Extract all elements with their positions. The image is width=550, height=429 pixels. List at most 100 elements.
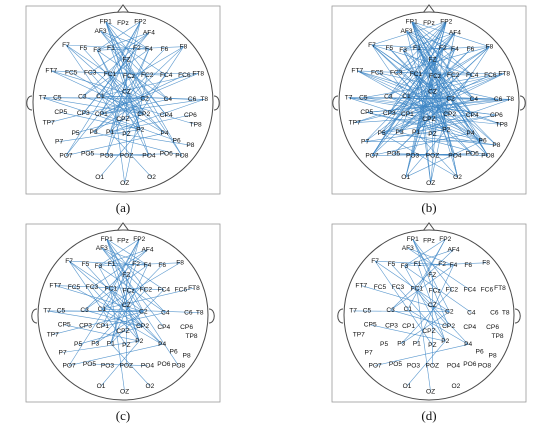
connection-line [60, 112, 141, 130]
connection-line [412, 238, 450, 312]
connection-line [85, 264, 143, 327]
electrode-label: C6 [490, 309, 499, 316]
electrode-label: C5 [359, 94, 368, 101]
electrode-label: PO5 [83, 361, 97, 368]
electrode-label: PO8 [481, 152, 495, 159]
electrode-label: CP5 [360, 109, 373, 116]
connection-line [68, 260, 127, 346]
connection-line [363, 97, 451, 99]
connection-line [374, 260, 450, 312]
electrode-label: FZ [122, 272, 130, 279]
connection-line [51, 70, 144, 115]
nose [422, 4, 436, 14]
electrode-label: PZ [428, 342, 436, 349]
connection-line [105, 21, 145, 99]
electrode-label: OZ [120, 388, 129, 395]
panel-caption: (b) [421, 200, 437, 215]
right-ear [519, 95, 526, 111]
connection-line [59, 129, 141, 142]
electrode-label: PO5 [387, 151, 401, 158]
electrode-label: C4 [467, 309, 476, 316]
electrode-label: CP3 [77, 110, 90, 117]
electrode-label: C1 [96, 93, 105, 100]
right-ear [514, 308, 521, 324]
electrode-label: F2 [438, 261, 446, 268]
electrode-label: CP3 [385, 322, 398, 329]
electrode-label: F7 [65, 258, 73, 265]
connection-line [93, 98, 145, 133]
electrode-label: O2 [146, 383, 155, 390]
connection-line [396, 32, 456, 73]
connection-line [407, 113, 483, 142]
electrode-label: P3 [91, 340, 99, 347]
electrode-label: FP2 [439, 236, 451, 243]
connection-line [100, 46, 184, 97]
electrode-label: TP8 [496, 121, 508, 128]
right-ear [208, 308, 215, 324]
electrode-label: T8 [200, 96, 208, 103]
electrode-label: PO6 [160, 151, 174, 158]
electrode-label: CP3 [79, 322, 92, 329]
electrode-label: OZ [426, 388, 435, 395]
connection-line [430, 75, 454, 184]
connection-line [395, 21, 447, 73]
electrode-label: CP4 [157, 324, 170, 331]
electrode-label: P8 [492, 142, 500, 149]
electrode-label: FC4 [158, 286, 171, 293]
electrode-label: FZ [122, 56, 130, 63]
connection-line [371, 44, 473, 76]
connection-line [405, 140, 483, 178]
connection-line [406, 95, 473, 155]
electrode-label: FZ [428, 56, 436, 63]
electrode-label: FT8 [188, 285, 200, 292]
electrode-label: CP1 [96, 323, 109, 330]
electrode-label: C2 [139, 308, 148, 315]
electrode-label: O1 [403, 383, 412, 390]
electrode-label: TP7 [353, 331, 365, 338]
electrode-label: CP4 [463, 324, 476, 331]
electrode-label: F3 [399, 47, 407, 54]
electrode-label: F5 [388, 261, 396, 268]
connection-line [388, 96, 450, 115]
connection-line [370, 324, 446, 342]
electrode-label: C3 [80, 307, 89, 314]
electrode-label: FC2 [141, 72, 154, 79]
electrode-label: T7 [345, 94, 353, 101]
electrode-label: PO8 [478, 362, 492, 369]
electrode-label: FC3 [390, 69, 403, 76]
connection-line [100, 95, 196, 125]
electrode-label: P3 [396, 129, 404, 136]
electrode-label: PZ [122, 342, 130, 349]
electrode-label: FPz [117, 20, 129, 27]
connection-line [407, 247, 470, 290]
connection-line [389, 48, 483, 142]
electrode-label: PO6 [466, 151, 480, 158]
connection-line [404, 238, 446, 267]
connection-line [42, 97, 141, 130]
connection-line [101, 309, 163, 345]
connection-line [89, 363, 148, 366]
electrode-label: P1 [412, 129, 420, 136]
connection-line [415, 131, 497, 146]
connection-line [65, 44, 127, 135]
electrode-label: F7 [62, 42, 70, 49]
electrode-label: PO4 [448, 152, 462, 159]
panel-caption: (a) [115, 200, 131, 215]
electrode-label: CP1 [402, 323, 415, 330]
electrode-label: OZ [120, 180, 129, 187]
electrode-label: FZ [428, 272, 436, 279]
electrode-label: CPZ [116, 116, 129, 123]
electrode-label: PO8 [172, 362, 186, 369]
connection-line [91, 249, 148, 288]
connection-line [388, 32, 456, 98]
connection-line [82, 32, 150, 98]
electrode-label: T7 [349, 308, 357, 315]
electrode-label: F6 [161, 46, 169, 53]
connection-line [93, 131, 182, 156]
electrode-label: FP2 [440, 18, 452, 25]
connection-line [91, 287, 140, 342]
electrode-label: P2 [135, 338, 143, 345]
connection-line [68, 274, 127, 366]
electrode-label: F2 [133, 45, 141, 52]
electrode-label: P3 [397, 340, 405, 347]
